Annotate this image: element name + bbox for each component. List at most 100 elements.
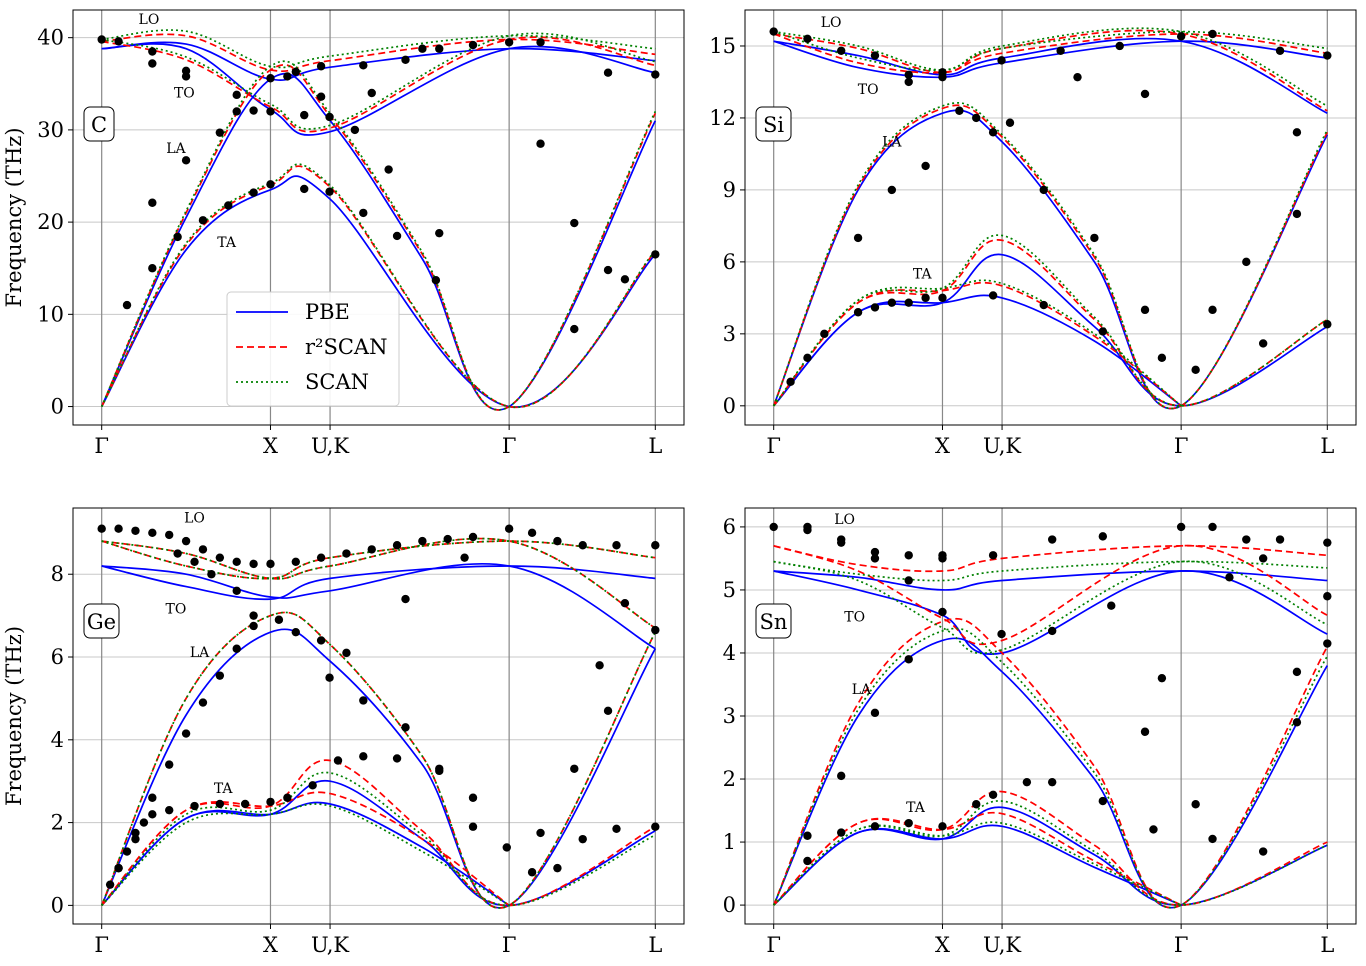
experimental-point (249, 621, 258, 631)
axes-frame (72, 9, 685, 426)
experimental-point (904, 298, 913, 307)
experimental-point (1098, 532, 1108, 541)
band-scan (101, 32, 656, 130)
experimental-point (651, 822, 660, 831)
experimental-point (972, 113, 981, 123)
band-scan (772, 627, 1329, 909)
experimental-point (1140, 305, 1150, 315)
experimental-point (1191, 800, 1200, 809)
experimental-point (938, 607, 947, 617)
y-axis-label: Frequency (THz) (2, 626, 26, 806)
y-tick-label: 2 (723, 767, 736, 791)
experimental-point (820, 329, 829, 339)
band-rscan (100, 165, 656, 408)
y-tick-label: 0 (723, 893, 736, 917)
y-tick-label: 30 (37, 118, 64, 142)
panel-si: 0 3 6 9 12 15 Γ X U,K Γ L LO TO LA TA Si (709, 9, 1357, 458)
axes-frame (72, 507, 685, 925)
experimental-point (300, 184, 309, 194)
x-tick-label: L (648, 933, 662, 957)
experimental-point (392, 754, 402, 763)
experimental-point (181, 72, 191, 81)
experimental-point (291, 557, 300, 567)
experimental-point (1208, 834, 1217, 844)
band-rscan (773, 281, 1182, 407)
x-tick-label: L (1320, 434, 1334, 458)
x-tick-label: U,K (311, 933, 349, 957)
experimental-point (316, 92, 326, 101)
band-pbe (773, 294, 1182, 407)
branch-label: LA (882, 135, 902, 151)
x-tick-label: L (1320, 933, 1334, 957)
x-tick-label: U,K (983, 434, 1021, 458)
experimental-point (1107, 601, 1116, 610)
band-pbe (101, 565, 656, 601)
experimental-point (1292, 718, 1302, 727)
experimental-point (997, 56, 1006, 65)
experimental-point (553, 863, 562, 873)
band-rscan (101, 36, 656, 133)
experimental-point (837, 828, 846, 837)
band-rscan (773, 29, 1328, 112)
experimental-point (904, 77, 913, 87)
branch-label: LO (139, 12, 160, 28)
experimental-point (803, 525, 812, 535)
band-scan (773, 821, 1182, 906)
experimental-point (224, 201, 233, 210)
branch-label: LA (190, 645, 210, 661)
experimental-point (435, 228, 444, 238)
experimental-point (418, 536, 427, 546)
y-tick-label: 12 (709, 106, 736, 130)
experimental-point (1323, 320, 1332, 329)
branch-label: TA (217, 235, 237, 251)
experimental-point (938, 72, 947, 82)
experimental-point (122, 300, 132, 310)
experimental-point (1176, 32, 1186, 41)
y-tick-label: 4 (723, 641, 736, 665)
experimental-point (249, 106, 258, 115)
experimental-point (536, 38, 545, 47)
experimental-point (443, 534, 452, 544)
band-pbe (773, 40, 1328, 79)
band-scan (100, 60, 657, 411)
branch-label: TO (858, 82, 879, 98)
branch-label: LO (834, 512, 855, 528)
experimental-point (1323, 538, 1332, 547)
y-tick-label: 10 (37, 302, 64, 326)
experimental-point (266, 180, 275, 189)
experimental-point (1098, 327, 1108, 336)
experimental-point (431, 276, 441, 285)
experimental-point (603, 265, 613, 275)
band-pbe (773, 570, 1328, 591)
legend-box (226, 291, 400, 407)
experimental-point (1056, 46, 1065, 55)
experimental-point (921, 161, 930, 171)
x-tick-label: Γ (1174, 434, 1189, 458)
y-tick-label: 0 (51, 395, 64, 419)
panel-sn: 0 1 2 3 4 5 6 Γ X U,K Γ L LO TO LA TA Sn (723, 507, 1357, 957)
experimental-point (972, 800, 981, 809)
experimental-point (1157, 353, 1167, 363)
band-rscan (772, 617, 1329, 909)
band-scan (773, 560, 1328, 582)
experimental-point (342, 648, 351, 658)
experimental-point (904, 551, 913, 560)
band-scan (773, 560, 1328, 655)
experimental-point (401, 55, 410, 64)
y-tick-label: 3 (723, 704, 736, 728)
band-pbe (772, 637, 1329, 909)
experimental-point (165, 805, 174, 815)
experimental-point (148, 810, 157, 819)
experimental-point (904, 70, 913, 79)
experimental-point (435, 44, 444, 53)
experimental-point (418, 44, 427, 53)
band-pbe (101, 41, 656, 81)
experimental-point (325, 112, 334, 122)
experimental-point (401, 594, 410, 604)
x-tick-label: X (263, 434, 278, 458)
experimental-point (527, 868, 537, 877)
experimental-point (870, 51, 880, 60)
experimental-point (803, 831, 812, 840)
experimental-point (232, 586, 241, 595)
